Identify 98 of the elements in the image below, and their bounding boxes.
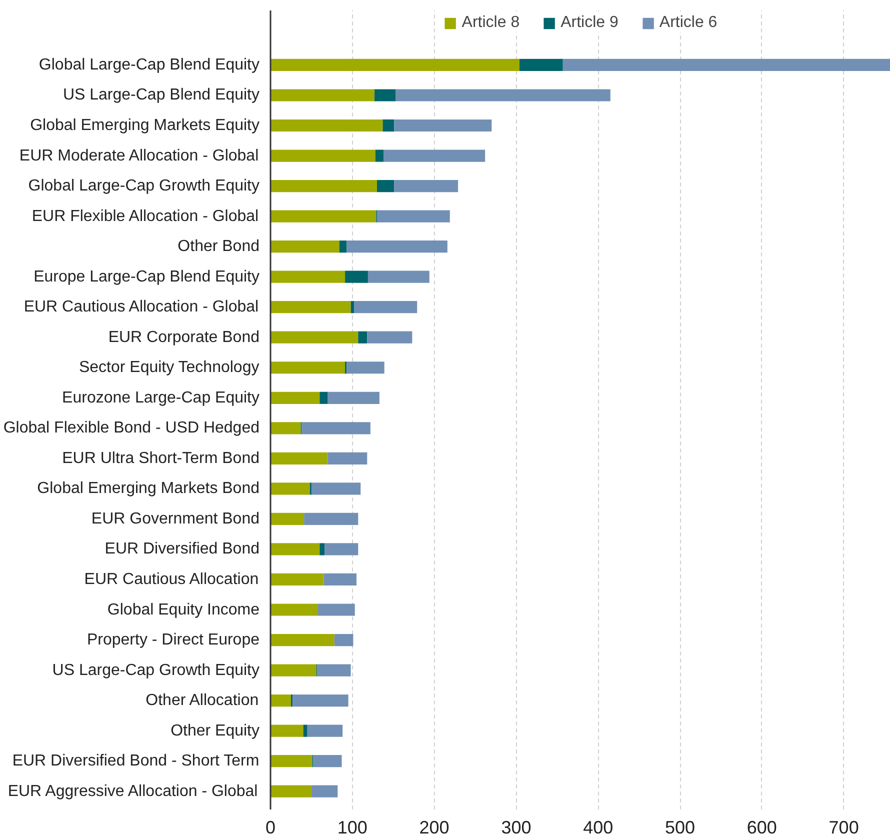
- bar: [270, 482, 310, 495]
- bar: [374, 89, 396, 102]
- x-tick-label: 700: [828, 818, 859, 836]
- bar: [270, 301, 351, 314]
- bar: [270, 512, 304, 526]
- bar: [320, 543, 325, 556]
- bar: [270, 331, 358, 344]
- bar: [354, 301, 418, 314]
- bar: [384, 150, 486, 162]
- bar: [270, 392, 320, 404]
- bar: [334, 634, 354, 646]
- bar: [270, 270, 346, 283]
- bar: [376, 210, 450, 222]
- bar: [270, 755, 312, 768]
- x-tick-label: 300: [501, 818, 532, 836]
- y-tick-label: Europe Large-Cap Blend Equity: [34, 268, 260, 286]
- y-tick-label: EUR Diversified Bond - Short Term: [12, 752, 260, 770]
- y-tick-label: US Large-Cap Growth Equity: [52, 662, 260, 679]
- bar: [324, 573, 356, 586]
- bar: [270, 89, 375, 102]
- bar: [368, 270, 430, 283]
- bar: [270, 573, 324, 586]
- bar: [270, 240, 340, 253]
- bar: [270, 58, 520, 72]
- x-tick-label: 400: [583, 818, 614, 836]
- y-tick-label: Global Emerging Markets Bond: [37, 480, 260, 498]
- x-tick-label: 500: [664, 818, 696, 836]
- bar: [317, 664, 351, 676]
- bar: [376, 180, 394, 192]
- y-tick-label: EUR Ultra Short-Term Bond: [62, 450, 260, 467]
- y-tick-label: Global Equity Income: [107, 601, 260, 618]
- legend-label: Article 9: [560, 14, 618, 32]
- bar: [270, 785, 312, 798]
- bar: [375, 150, 384, 162]
- bar: [358, 331, 368, 344]
- bar: [270, 694, 291, 707]
- y-tick-label: Global Flexible Bond - USD Hedged: [3, 420, 260, 437]
- bar: [307, 724, 343, 737]
- y-tick-label: Sector Equity Technology: [78, 359, 260, 376]
- y-tick-label: EUR Cautious Allocation: [84, 570, 259, 588]
- bar: [318, 604, 355, 616]
- y-tick-label: EUR Flexible Allocation - Global: [32, 208, 259, 225]
- bar: [328, 392, 380, 404]
- bar: [346, 362, 384, 374]
- y-tick-label: EUR Government Bond: [91, 510, 260, 528]
- bar: [562, 58, 890, 72]
- bar: [394, 180, 458, 192]
- bar: [270, 604, 318, 616]
- bar: [396, 89, 610, 102]
- bar: [270, 210, 376, 222]
- legend-label: Article 8: [462, 14, 520, 32]
- bar: [270, 634, 334, 646]
- legend-label: Article 6: [659, 14, 718, 32]
- bar: [313, 755, 342, 768]
- y-tick-label: Global Large-Cap Growth Equity: [28, 178, 260, 195]
- y-tick-label: EUR Moderate Allocation - Global: [19, 147, 259, 164]
- bar: [270, 150, 376, 162]
- bar: [270, 452, 328, 464]
- bar: [311, 482, 361, 495]
- x-tick-label: 100: [337, 818, 368, 836]
- bar: [324, 543, 358, 556]
- x-tick-label: 0: [265, 818, 276, 836]
- y-tick-label: Property - Direct Europe: [86, 632, 260, 649]
- y-tick-label: EUR Cautious Allocation - Global: [24, 298, 259, 316]
- y-tick-label: EUR Corporate Bond: [108, 328, 260, 346]
- bar: [270, 362, 346, 374]
- y-tick-label: US Large-Cap Blend Equity: [62, 86, 260, 104]
- bar: [311, 785, 338, 798]
- y-tick-label: Other Allocation: [146, 692, 259, 710]
- bar: [270, 664, 316, 676]
- bar: [346, 240, 448, 253]
- x-tick-label: 600: [746, 818, 777, 836]
- bar: [303, 724, 308, 737]
- bar: [270, 180, 377, 192]
- bar: [382, 119, 394, 132]
- bar: [292, 694, 348, 707]
- x-tick-label: 200: [419, 818, 450, 836]
- bar: [350, 301, 354, 314]
- y-tick-label: Other Equity: [170, 722, 260, 740]
- y-tick-label: EUR Aggressive Allocation - Global: [8, 782, 258, 800]
- bar: [270, 422, 301, 434]
- bar: [270, 543, 320, 556]
- y-tick-label: Eurozone Large-Cap Equity: [62, 389, 260, 406]
- bar: [302, 422, 370, 434]
- y-tick-label: EUR Diversified Bond: [104, 540, 260, 558]
- bar: [270, 724, 304, 737]
- bar: [345, 270, 368, 283]
- bar: [394, 119, 492, 132]
- bar: [328, 452, 368, 464]
- y-tick-label: Other Bond: [178, 238, 260, 256]
- bar: [339, 240, 347, 253]
- bar: [270, 119, 383, 132]
- bar: [367, 331, 412, 344]
- bar: [320, 392, 328, 404]
- y-tick-label: Global Large-Cap Blend Equity: [38, 56, 260, 74]
- y-tick-label: Global Emerging Markets Equity: [30, 117, 260, 134]
- bar: [519, 58, 563, 72]
- bar: [304, 512, 358, 526]
